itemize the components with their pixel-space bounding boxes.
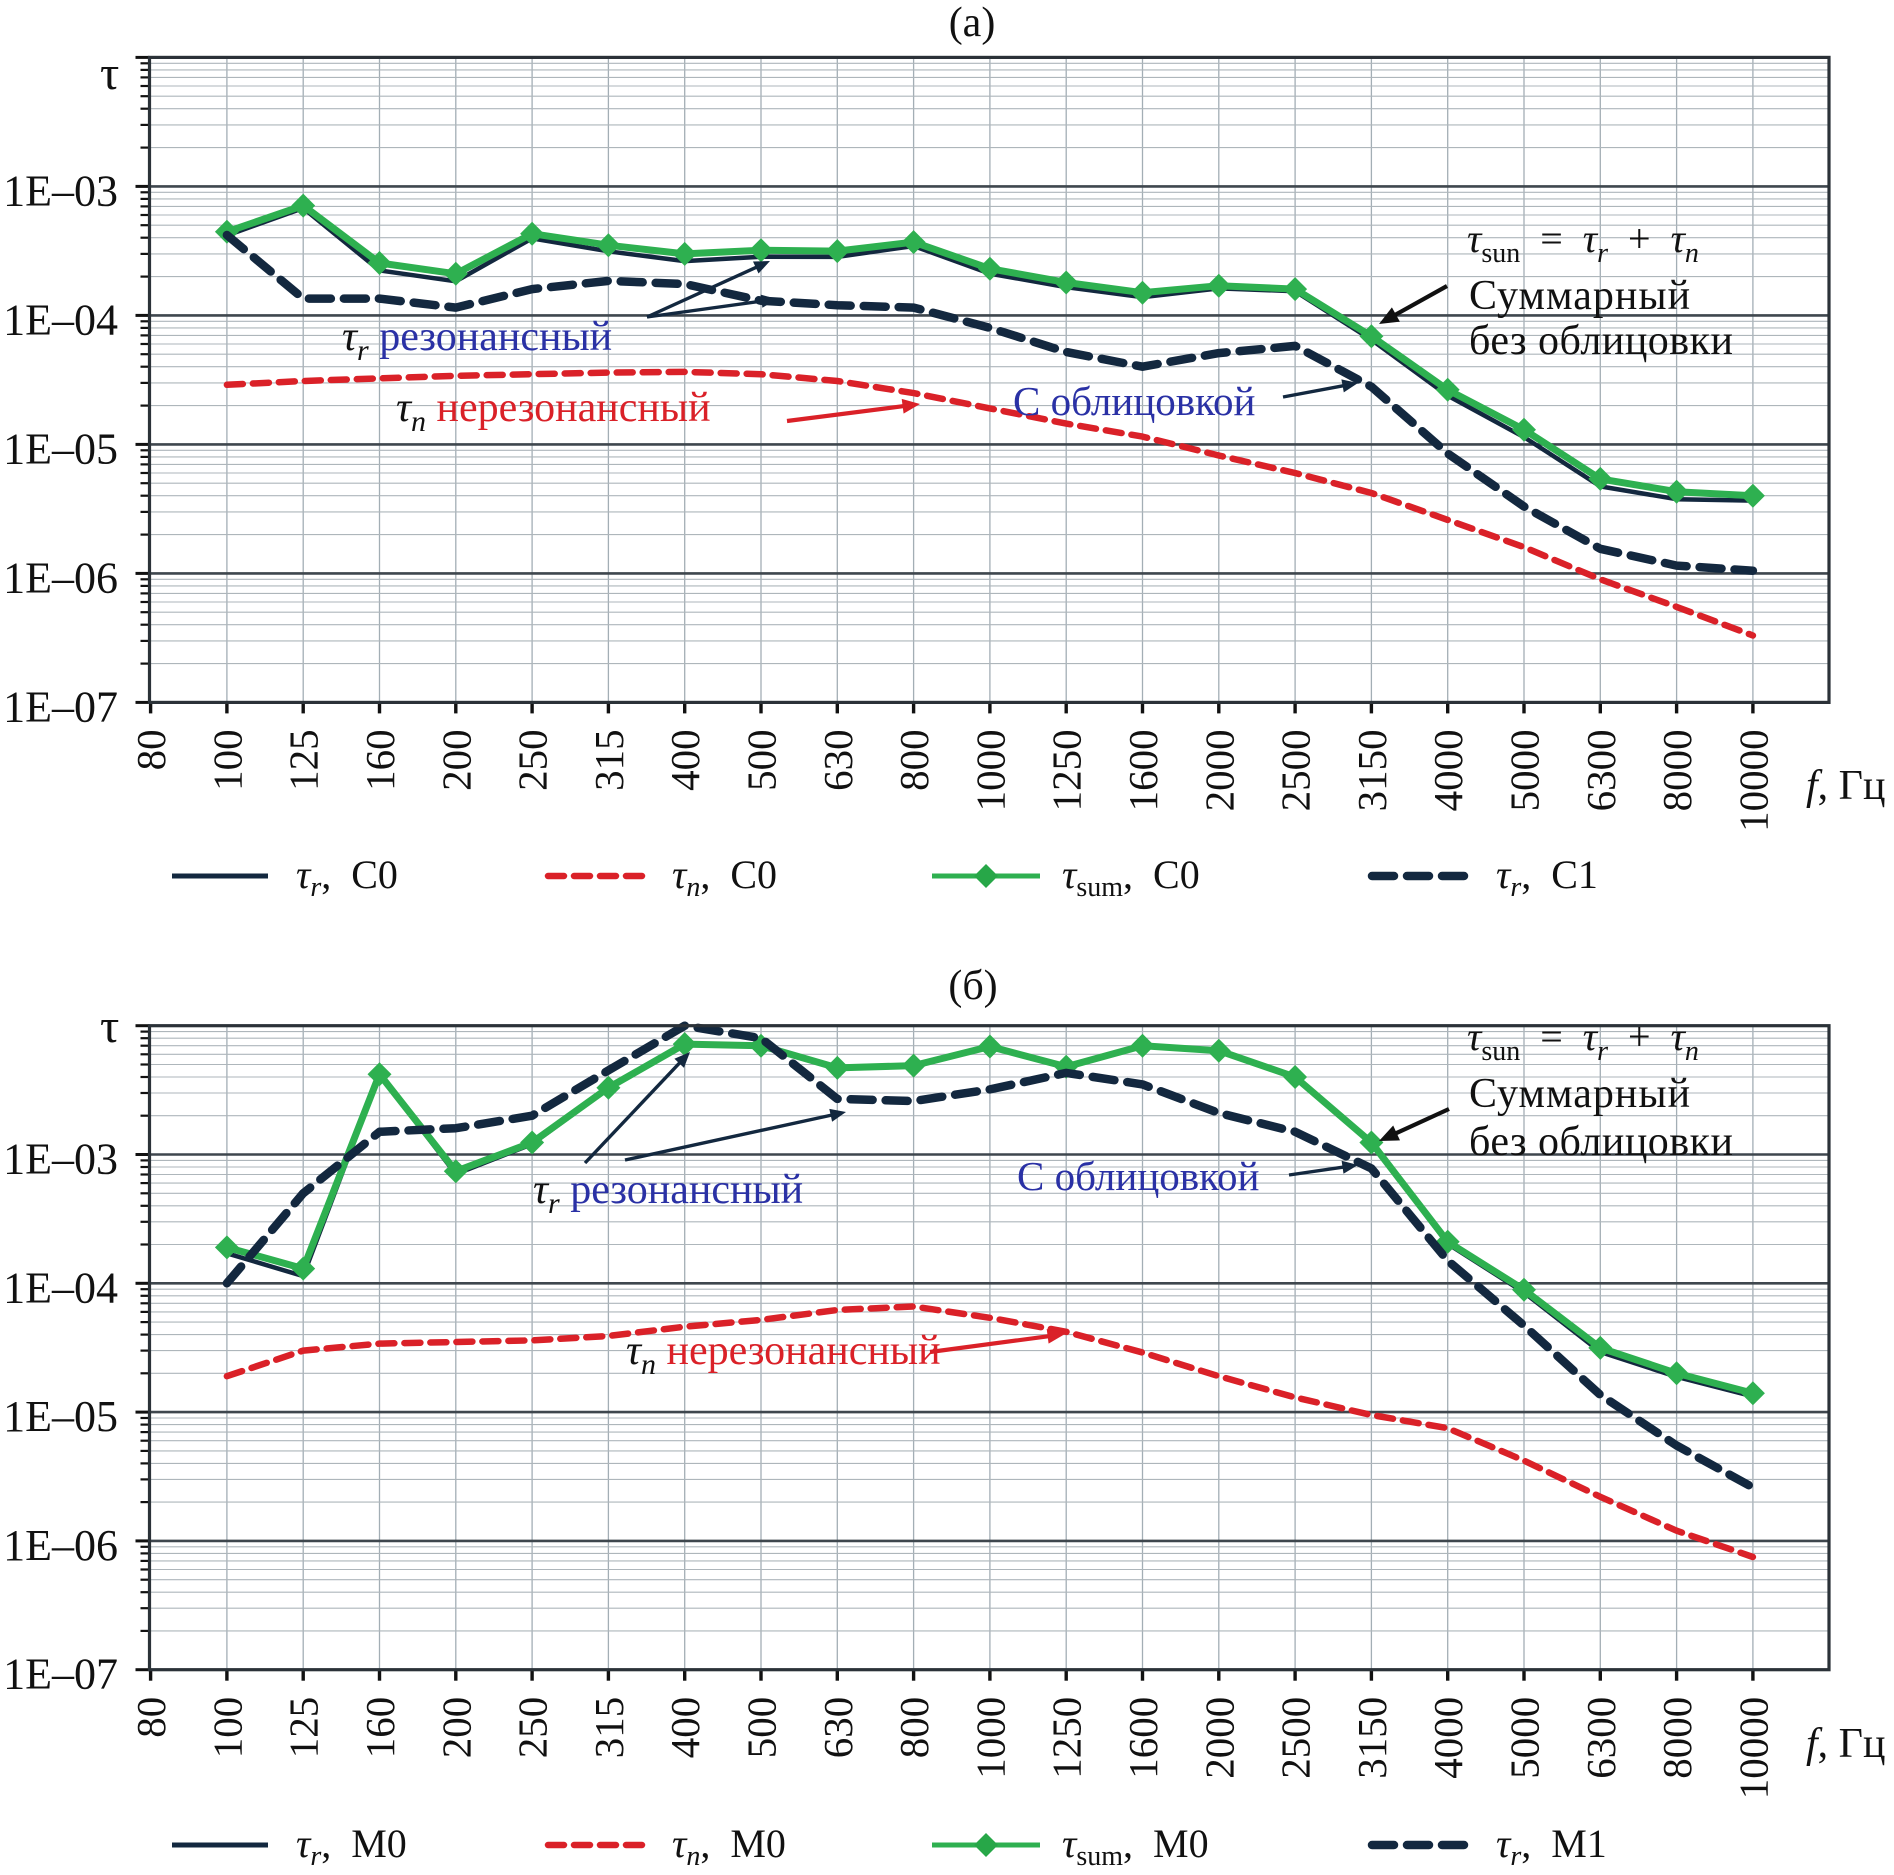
svg-text:τ: τ [100, 1000, 119, 1053]
svg-text:500: 500 [739, 1697, 785, 1759]
svg-text:125: 125 [281, 1697, 327, 1759]
svg-text:1000: 1000 [967, 729, 1013, 811]
svg-text:1E–06: 1E–06 [3, 553, 118, 602]
svg-text:1E–05: 1E–05 [3, 1392, 118, 1441]
svg-text:1600: 1600 [1120, 1697, 1166, 1779]
svg-text:τ: τ [100, 47, 119, 100]
svg-text:1E–07: 1E–07 [3, 1650, 118, 1699]
svg-text:(б): (б) [948, 963, 997, 1009]
svg-text:1E–03: 1E–03 [3, 1135, 118, 1184]
svg-text:80: 80 [128, 729, 174, 770]
svg-text:τn, M0: τn, M0 [672, 1821, 786, 1870]
svg-text:250: 250 [510, 1697, 556, 1759]
svg-text:τn нерезонансный: τn нерезонансный [396, 385, 711, 438]
svg-text:Суммарный: Суммарный [1469, 1071, 1691, 1117]
svg-text:τn нерезонансный: τn нерезонансный [626, 1328, 941, 1381]
svg-text:С облицовкой: С облицовкой [1013, 378, 1255, 424]
svg-text:1E–07: 1E–07 [3, 682, 118, 731]
svg-text:125: 125 [281, 729, 327, 791]
svg-text:630: 630 [815, 1697, 861, 1759]
svg-text:4000: 4000 [1425, 729, 1471, 811]
svg-text:без облицовки: без облицовки [1469, 1119, 1734, 1165]
svg-text:1E–04: 1E–04 [3, 1263, 118, 1312]
svg-text:1E–05: 1E–05 [3, 424, 118, 473]
svg-text:6300: 6300 [1578, 729, 1624, 811]
svg-text:315: 315 [586, 729, 632, 791]
svg-text:1250: 1250 [1044, 729, 1090, 811]
svg-text:1000: 1000 [967, 1697, 1013, 1779]
svg-text:100: 100 [204, 729, 250, 791]
svg-text:315: 315 [586, 1697, 632, 1759]
svg-text:τr, C1: τr, C1 [1496, 852, 1598, 903]
svg-text:100: 100 [204, 1697, 250, 1759]
svg-text:4000: 4000 [1425, 1697, 1471, 1779]
svg-text:3150: 3150 [1349, 729, 1395, 811]
svg-text:8000: 8000 [1654, 1697, 1700, 1779]
svg-text:f, Гц: f, Гц [1806, 1721, 1885, 1767]
svg-text:2500: 2500 [1273, 729, 1319, 811]
svg-text:f, Гц: f, Гц [1806, 763, 1885, 809]
svg-text:3150: 3150 [1349, 1697, 1395, 1779]
svg-text:2000: 2000 [1196, 1697, 1242, 1779]
svg-text:С облицовкой: С облицовкой [1017, 1153, 1259, 1199]
svg-text:160: 160 [357, 1697, 403, 1759]
svg-text:160: 160 [357, 729, 403, 791]
svg-text:1E–06: 1E–06 [3, 1521, 118, 1570]
svg-text:400: 400 [662, 729, 708, 791]
svg-text:1E–03: 1E–03 [3, 166, 118, 215]
svg-text:Суммарный: Суммарный [1469, 273, 1691, 319]
svg-text:10000: 10000 [1730, 729, 1776, 832]
svg-text:800: 800 [891, 1697, 937, 1759]
svg-text:τr, M0: τr, M0 [296, 1821, 407, 1870]
svg-text:1600: 1600 [1120, 729, 1166, 811]
svg-text:200: 200 [433, 729, 479, 791]
svg-text:2500: 2500 [1273, 1697, 1319, 1779]
svg-text:τsum, C0: τsum, C0 [1062, 852, 1200, 903]
svg-text:τsun = τr + τn: τsun = τr + τn [1467, 216, 1699, 269]
svg-text:10000: 10000 [1730, 1697, 1776, 1800]
svg-text:τn, C0: τn, C0 [672, 852, 777, 903]
svg-text:τr резонансный: τr резонансный [533, 1167, 803, 1220]
svg-text:8000: 8000 [1654, 729, 1700, 811]
svg-text:τr, C0: τr, C0 [296, 852, 398, 903]
svg-text:τr резонансный: τr резонансный [342, 314, 612, 367]
svg-text:без облицовки: без облицовки [1469, 318, 1734, 364]
svg-text:1E–04: 1E–04 [3, 295, 118, 344]
svg-text:400: 400 [662, 1697, 708, 1759]
svg-text:2000: 2000 [1196, 729, 1242, 811]
svg-text:800: 800 [891, 729, 937, 791]
svg-text:(a): (a) [949, 0, 996, 46]
svg-text:250: 250 [510, 729, 556, 791]
svg-text:τr, M1: τr, M1 [1496, 1821, 1607, 1870]
svg-text:5000: 5000 [1502, 729, 1548, 811]
svg-text:6300: 6300 [1578, 1697, 1624, 1779]
svg-text:200: 200 [433, 1697, 479, 1759]
svg-text:80: 80 [128, 1697, 174, 1738]
svg-text:τsun = τr + τn: τsun = τr + τn [1467, 1014, 1699, 1067]
svg-text:630: 630 [815, 729, 861, 791]
svg-text:5000: 5000 [1502, 1697, 1548, 1779]
svg-text:500: 500 [739, 729, 785, 791]
svg-text:τsum, M0: τsum, M0 [1062, 1821, 1209, 1870]
svg-text:1250: 1250 [1044, 1697, 1090, 1779]
